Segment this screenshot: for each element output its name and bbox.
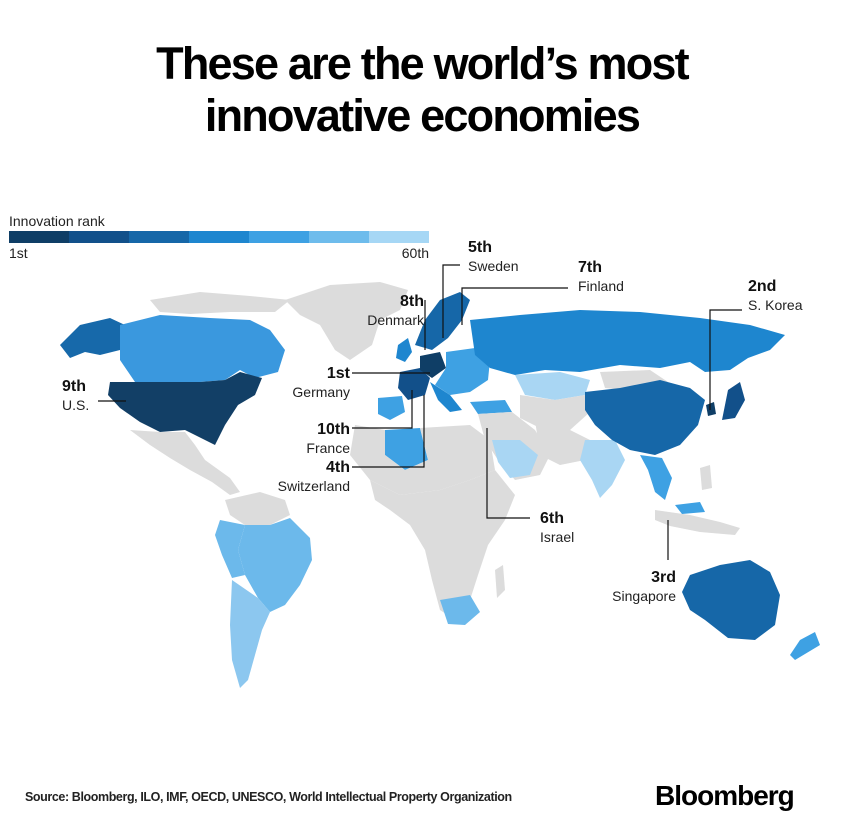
- callout-finland: 7th Finland: [578, 258, 624, 295]
- callout-rank-israel: 6th: [540, 510, 564, 527]
- region-philippines: [700, 465, 712, 490]
- region-saudi-arabia: [492, 440, 538, 478]
- region-madagascar: [495, 565, 505, 598]
- callout-country-singapore: Singapore: [612, 588, 676, 604]
- callout-rank-singapore: 3rd: [651, 569, 676, 586]
- region-indonesia: [655, 510, 740, 535]
- source-note: Source: Bloomberg, ILO, IMF, OECD, UNESC…: [25, 790, 512, 804]
- leader-line-skorea: [709, 309, 742, 410]
- legend-swatch-4: [189, 231, 249, 243]
- region-japan: [722, 382, 745, 420]
- callout-country-france: France: [306, 440, 350, 456]
- region-iran-pakistan: [535, 420, 590, 465]
- callout-rank-switzerland: 4th: [326, 459, 350, 476]
- region-uk: [396, 338, 412, 362]
- callout-singapore: 3rd Singapore: [612, 568, 676, 605]
- bloomberg-logo: Bloomberg: [655, 780, 795, 811]
- legend-color-scale: [9, 231, 429, 243]
- region-new-zealand: [790, 632, 820, 660]
- region-france: [398, 368, 430, 400]
- region-russia: [470, 310, 785, 375]
- title-line-2: innovative economies: [204, 90, 641, 141]
- legend-min-label: 1st: [9, 245, 28, 261]
- callout-rank-us: 9th: [62, 378, 86, 395]
- region-usa: [108, 372, 262, 445]
- callout-rank-germany: 1st: [326, 365, 350, 382]
- callout-germany: 1st Germany: [292, 364, 350, 401]
- callout-rank-denmark: 8th: [400, 293, 424, 310]
- legend: Innovation rank 1st 60th: [9, 213, 429, 261]
- region-peru-bolivia: [215, 520, 245, 578]
- legend-swatch-1: [9, 231, 69, 243]
- callout-country-sweden: Sweden: [468, 258, 519, 274]
- legend-swatch-2: [69, 231, 129, 243]
- leader-line-france: [352, 390, 413, 429]
- region-colombia-venezuela: [225, 492, 290, 525]
- callout-country-switzerland: Switzerland: [277, 478, 350, 494]
- region-south-korea: [706, 402, 716, 416]
- region-north-africa: [350, 425, 495, 495]
- region-alaska: [60, 318, 125, 358]
- region-iberia: [378, 396, 405, 420]
- callout-skorea: 2nd S. Korea: [748, 277, 802, 314]
- region-southeast-asia: [640, 455, 672, 500]
- region-argentina-chile: [230, 580, 270, 688]
- callout-denmark: 8th Denmark: [367, 292, 424, 329]
- region-india: [580, 440, 625, 498]
- callout-rank-sweden: 5th: [468, 239, 492, 256]
- region-malaysia: [675, 502, 705, 514]
- callout-france: 10th France: [306, 420, 350, 457]
- region-kazakhstan: [515, 372, 590, 400]
- leader-line-israel: [486, 428, 530, 519]
- region-africa-central: [370, 470, 515, 620]
- legend-title: Innovation rank: [9, 213, 105, 229]
- region-italy-balkans: [430, 382, 462, 412]
- region-china: [585, 380, 705, 455]
- region-greenland: [285, 282, 408, 360]
- region-turkey: [470, 400, 512, 414]
- region-algeria: [385, 428, 428, 470]
- callout-sweden: 5th Sweden: [468, 238, 519, 275]
- region-germany: [420, 352, 446, 378]
- region-brazil: [238, 518, 312, 612]
- region-central-asia: [520, 395, 590, 430]
- legend-swatch-6: [309, 231, 369, 243]
- callout-us: 9th U.S.: [62, 377, 89, 414]
- callout-israel: 6th Israel: [540, 509, 574, 546]
- callout-rank-france: 10th: [317, 421, 350, 438]
- leader-line-sweden: [442, 264, 460, 338]
- region-south-africa: [440, 595, 480, 625]
- region-mexico: [130, 430, 240, 495]
- callout-leader-lines: [98, 264, 742, 560]
- callout-switzerland: 4th Switzerland: [278, 458, 350, 495]
- legend-swatch-7: [369, 231, 429, 243]
- region-east-europe: [435, 348, 490, 395]
- legend-swatch-3: [129, 231, 189, 243]
- callout-country-germany: Germany: [292, 384, 350, 400]
- region-australia: [682, 560, 780, 640]
- title-line-1: These are the world’s most: [156, 38, 690, 89]
- callout-country-finland: Finland: [578, 278, 624, 294]
- callout-country-skorea: S. Korea: [748, 297, 803, 313]
- leader-line-finland: [461, 287, 568, 325]
- callout-country-denmark: Denmark: [367, 312, 424, 328]
- callout-rank-skorea: 2nd: [748, 278, 777, 295]
- legend-max-label: 60th: [401, 245, 429, 261]
- legend-swatch-5: [249, 231, 309, 243]
- leader-line-switzerland: [352, 395, 425, 468]
- callout-country-israel: Israel: [540, 529, 575, 545]
- chart-title: These are the world’s most innovative ec…: [0, 38, 844, 142]
- region-arctic-islands: [150, 292, 290, 314]
- callout-rank-finland: 7th: [578, 259, 602, 276]
- callout-country-us: U.S.: [62, 397, 90, 413]
- region-canada: [120, 315, 285, 382]
